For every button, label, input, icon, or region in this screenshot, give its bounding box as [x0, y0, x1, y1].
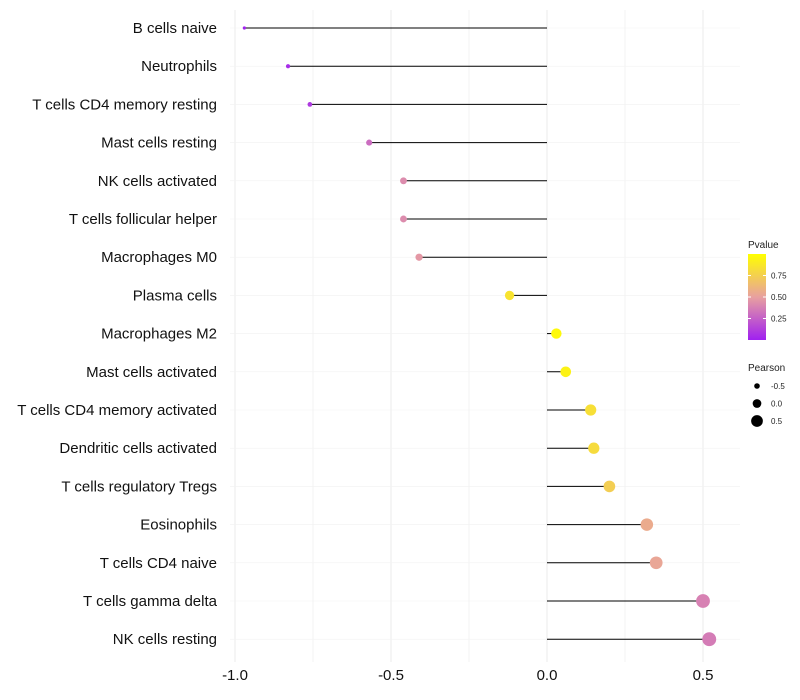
data-point	[551, 328, 562, 339]
category-label: Macrophages M2	[101, 326, 217, 343]
colorbar-tick-label: 0.50	[771, 293, 787, 302]
data-point	[603, 480, 616, 493]
x-tick-label: 0.0	[537, 667, 558, 684]
data-point	[696, 594, 710, 608]
category-label: NK cells resting	[113, 631, 217, 648]
pearson-legend-title: Pearson	[748, 363, 785, 374]
pvalue-colorbar	[748, 254, 766, 340]
category-label: T cells follicular helper	[69, 211, 217, 228]
data-point	[400, 215, 407, 223]
category-label: Plasma cells	[133, 287, 217, 304]
size-legend-label: 0.0	[771, 400, 783, 409]
data-point	[400, 177, 407, 185]
size-legend-dot	[754, 383, 760, 389]
category-label: T cells CD4 memory activated	[17, 402, 217, 419]
size-legend-label: 0.5	[771, 417, 783, 426]
data-point	[242, 26, 246, 30]
data-point	[307, 102, 313, 107]
size-legend-dot	[751, 415, 763, 427]
data-point	[702, 632, 717, 647]
points	[242, 26, 717, 647]
data-point	[560, 366, 572, 378]
category-label: NK cells activated	[98, 173, 217, 190]
data-point	[588, 442, 600, 454]
size-legend-dot	[752, 399, 762, 408]
x-tick-label: 0.5	[693, 667, 714, 684]
data-point	[649, 556, 663, 570]
data-point	[504, 290, 515, 301]
colorbar-tick-label: 0.25	[771, 315, 787, 324]
x-tick-label: -1.0	[222, 667, 248, 684]
x-tick-label: -0.5	[378, 667, 404, 684]
category-label: Eosinophils	[140, 517, 217, 534]
grid-lines	[230, 10, 740, 662]
category-label: B cells naive	[133, 20, 217, 37]
category-label: Mast cells activated	[86, 364, 217, 381]
category-label: T cells CD4 naive	[100, 555, 217, 572]
data-point	[285, 64, 291, 69]
data-point	[366, 139, 373, 146]
category-label: T cells regulatory Tregs	[61, 478, 217, 495]
data-point	[585, 404, 597, 416]
x-axis-ticks: -1.0 -0.5 0.0 0.5	[222, 667, 713, 684]
pearson-legend: Pearson -0.5 0.0 0.5	[748, 363, 785, 427]
category-labels: B cells naive Neutrophils T cells CD4 memo…	[17, 20, 217, 648]
category-label: T cells CD4 memory resting	[32, 96, 217, 113]
category-label: Neutrophils	[141, 58, 217, 75]
colorbar-tick-label: 0.75	[771, 272, 787, 281]
data-point	[415, 253, 423, 261]
data-point	[640, 518, 654, 531]
stems	[244, 27, 710, 640]
pvalue-legend-title: Pvalue	[748, 240, 779, 251]
category-label: Mast cells resting	[101, 135, 217, 152]
category-label: T cells gamma delta	[83, 593, 218, 610]
pvalue-legend: Pvalue 0.75 0.50 0.25	[748, 240, 787, 340]
category-label: Macrophages M0	[101, 249, 217, 266]
size-legend-label: -0.5	[771, 382, 785, 391]
category-label: Dendritic cells activated	[59, 440, 217, 457]
